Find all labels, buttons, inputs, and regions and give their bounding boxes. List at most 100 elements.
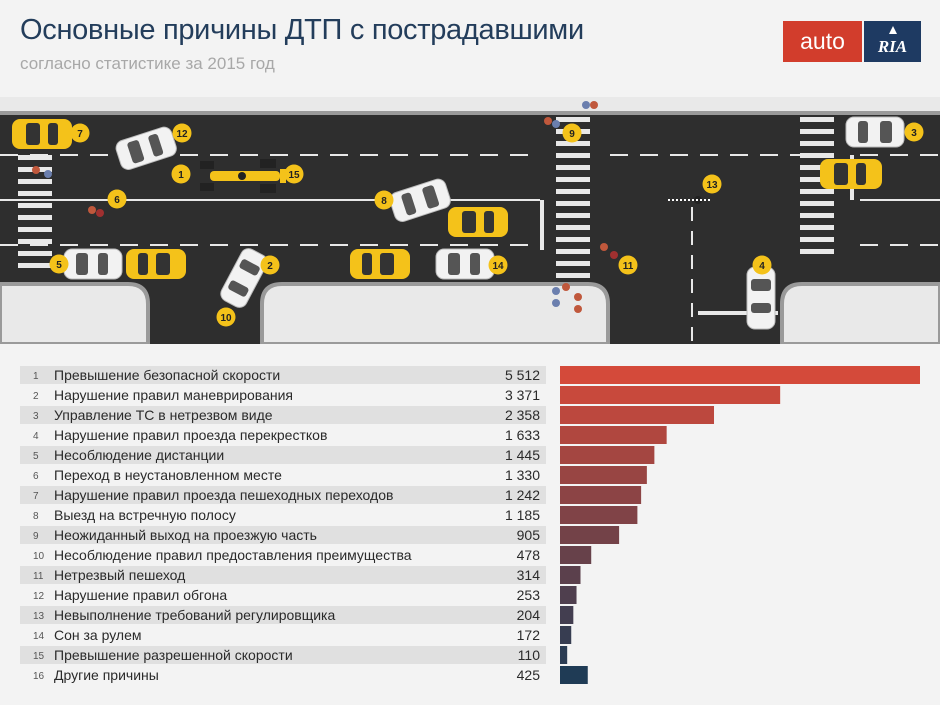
bar bbox=[560, 446, 655, 464]
taxi-car-14b bbox=[350, 249, 410, 279]
svg-text:4: 4 bbox=[759, 261, 765, 272]
category-label: Превышение безопасной скорости bbox=[54, 367, 280, 383]
bar bbox=[560, 546, 592, 564]
bar bbox=[560, 506, 638, 524]
sidewalk-top bbox=[0, 97, 940, 113]
white-car-8 bbox=[389, 178, 451, 222]
category-label: Превышение разрешенной скорости bbox=[54, 647, 293, 663]
value-label: 478 bbox=[517, 547, 541, 563]
row-number: 3 bbox=[33, 411, 39, 422]
svg-text:6: 6 bbox=[114, 195, 120, 206]
sidewalk-bottom-mid bbox=[260, 282, 610, 344]
marker-2: 2 bbox=[260, 255, 280, 275]
svg-text:7: 7 bbox=[77, 129, 83, 140]
marker-11: 11 bbox=[618, 255, 638, 275]
category-label: Неожиданный выход на проезжую часть bbox=[54, 527, 317, 543]
row-number: 4 bbox=[33, 431, 39, 442]
value-label: 172 bbox=[517, 627, 541, 643]
white-car-4 bbox=[746, 266, 776, 330]
taxi-car-3b bbox=[820, 159, 882, 189]
bar bbox=[560, 366, 920, 384]
svg-text:1: 1 bbox=[178, 170, 184, 181]
bar bbox=[560, 526, 620, 544]
bar bbox=[560, 666, 588, 684]
row-background bbox=[20, 406, 546, 424]
row-number: 11 bbox=[33, 571, 44, 582]
value-label: 1 330 bbox=[505, 467, 540, 483]
logo-auto-text: auto bbox=[783, 21, 862, 62]
marker-13: 13 bbox=[702, 174, 722, 194]
marker-4: 4 bbox=[752, 255, 772, 275]
svg-text:11: 11 bbox=[623, 261, 634, 272]
value-label: 2 358 bbox=[505, 407, 540, 423]
svg-text:12: 12 bbox=[176, 129, 188, 140]
bar bbox=[560, 426, 667, 444]
value-label: 253 bbox=[517, 587, 541, 603]
row-number: 14 bbox=[33, 631, 45, 642]
number-markers: 1 2 3 4 5 6 7 8 9 10 11 12 13 14 15 bbox=[49, 122, 924, 327]
marker-15: 15 bbox=[284, 164, 304, 184]
svg-text:9: 9 bbox=[569, 129, 575, 140]
row-background bbox=[20, 486, 546, 504]
page-subtitle: согласно статистике за 2015 год bbox=[20, 54, 275, 73]
value-label: 1 242 bbox=[505, 487, 540, 503]
svg-text:8: 8 bbox=[381, 196, 387, 207]
marker-5: 5 bbox=[49, 254, 69, 274]
category-label: Нетрезвый пешеход bbox=[54, 567, 185, 583]
crosswalk-bottom bbox=[698, 311, 778, 315]
curb-top bbox=[0, 111, 940, 115]
white-car-14 bbox=[435, 248, 495, 280]
trident-icon bbox=[889, 26, 897, 34]
taxi-car-5b bbox=[126, 249, 186, 279]
value-label: 5 512 bbox=[505, 367, 540, 383]
row-number: 2 bbox=[33, 391, 39, 402]
svg-text:13: 13 bbox=[706, 180, 718, 191]
bar bbox=[560, 386, 781, 404]
row-number: 13 bbox=[33, 611, 45, 622]
marker-9: 9 bbox=[562, 123, 582, 143]
race-car-15 bbox=[200, 159, 286, 193]
marker-8: 8 bbox=[374, 190, 394, 210]
category-label: Другие причины bbox=[54, 667, 159, 683]
category-label: Нарушение правил проезда пешеходных пере… bbox=[54, 487, 393, 503]
row-number: 6 bbox=[33, 471, 39, 482]
crosswalk-right bbox=[800, 117, 834, 254]
row-background bbox=[20, 366, 546, 384]
row-number: 9 bbox=[33, 531, 39, 542]
taxi-car-8b bbox=[448, 207, 508, 237]
value-label: 425 bbox=[517, 667, 541, 683]
value-label: 905 bbox=[517, 527, 541, 543]
road-illustration: 1 2 3 4 5 6 7 8 9 10 11 12 13 14 15 bbox=[0, 97, 940, 344]
logo-ria-block: RIA bbox=[864, 21, 921, 62]
marker-10: 10 bbox=[216, 307, 236, 327]
value-label: 1 445 bbox=[505, 447, 540, 463]
svg-text:5: 5 bbox=[56, 260, 62, 271]
sidewalk-bottom-left bbox=[0, 282, 150, 344]
value-label: 314 bbox=[517, 567, 541, 583]
category-label: Несоблюдение правил предоставления преим… bbox=[54, 547, 412, 563]
marker-14: 14 bbox=[488, 255, 508, 275]
marker-3: 3 bbox=[904, 122, 924, 142]
row-number: 16 bbox=[33, 671, 45, 682]
row-number: 1 bbox=[33, 371, 39, 382]
row-number: 5 bbox=[33, 451, 39, 462]
svg-text:14: 14 bbox=[492, 261, 504, 272]
taxi-car-7 bbox=[12, 119, 72, 149]
marker-12: 12 bbox=[172, 123, 192, 143]
row-background bbox=[20, 606, 546, 624]
category-label: Управление ТС в нетрезвом виде bbox=[54, 407, 273, 423]
stop-line-left bbox=[540, 200, 544, 250]
svg-text:3: 3 bbox=[911, 128, 917, 139]
autoria-logo[interactable]: auto RIA bbox=[783, 21, 921, 62]
logo-ria-text: RIA bbox=[877, 37, 908, 56]
bar bbox=[560, 486, 642, 504]
bar bbox=[560, 606, 574, 624]
svg-text:10: 10 bbox=[220, 313, 232, 324]
category-label: Выезд на встречную полосу bbox=[54, 507, 236, 523]
value-label: 1 185 bbox=[505, 507, 540, 523]
sidewalk-bottom-right bbox=[780, 282, 940, 344]
value-label: 1 633 bbox=[505, 427, 540, 443]
value-label: 110 bbox=[518, 647, 541, 663]
row-number: 10 bbox=[33, 551, 45, 562]
category-label: Невыполнение требований регулировщика bbox=[54, 607, 335, 623]
